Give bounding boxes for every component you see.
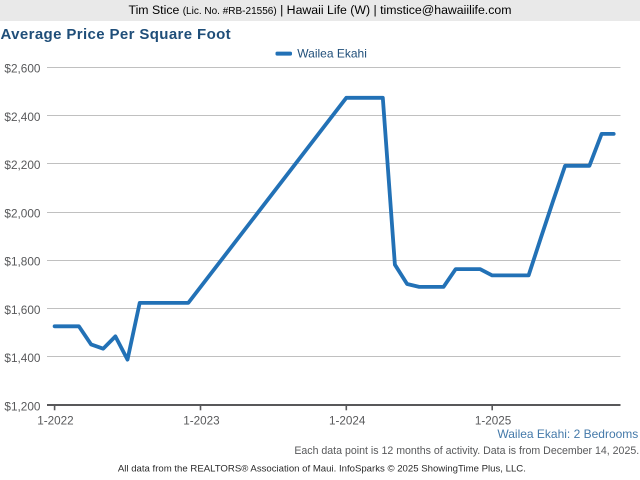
svg-text:$2,000: $2,000 (4, 206, 41, 220)
svg-text:$2,400: $2,400 (4, 110, 41, 124)
svg-text:Wailea Ekahi: 2 Bedrooms: Wailea Ekahi: 2 Bedrooms (497, 427, 638, 441)
svg-text:Each data point is 12 months o: Each data point is 12 months of activity… (294, 445, 639, 457)
svg-text:$1,800: $1,800 (4, 255, 41, 269)
svg-text:Wailea Ekahi: Wailea Ekahi (297, 47, 367, 61)
svg-text:$2,600: $2,600 (4, 62, 41, 76)
svg-text:1-2025: 1-2025 (475, 414, 512, 427)
svg-text:1-2022: 1-2022 (37, 414, 73, 427)
svg-text:$1,600: $1,600 (4, 303, 41, 317)
svg-text:1-2023: 1-2023 (183, 414, 219, 427)
svg-text:1-2024: 1-2024 (329, 414, 366, 427)
svg-text:$2,200: $2,200 (4, 158, 41, 172)
svg-text:$1,400: $1,400 (4, 351, 41, 365)
svg-text:Average Price Per Square Foot: Average Price Per Square Foot (1, 26, 232, 43)
svg-text:$1,200: $1,200 (4, 399, 41, 413)
svg-text:All data from the REALTORS® As: All data from the REALTORS® Association … (118, 464, 526, 475)
